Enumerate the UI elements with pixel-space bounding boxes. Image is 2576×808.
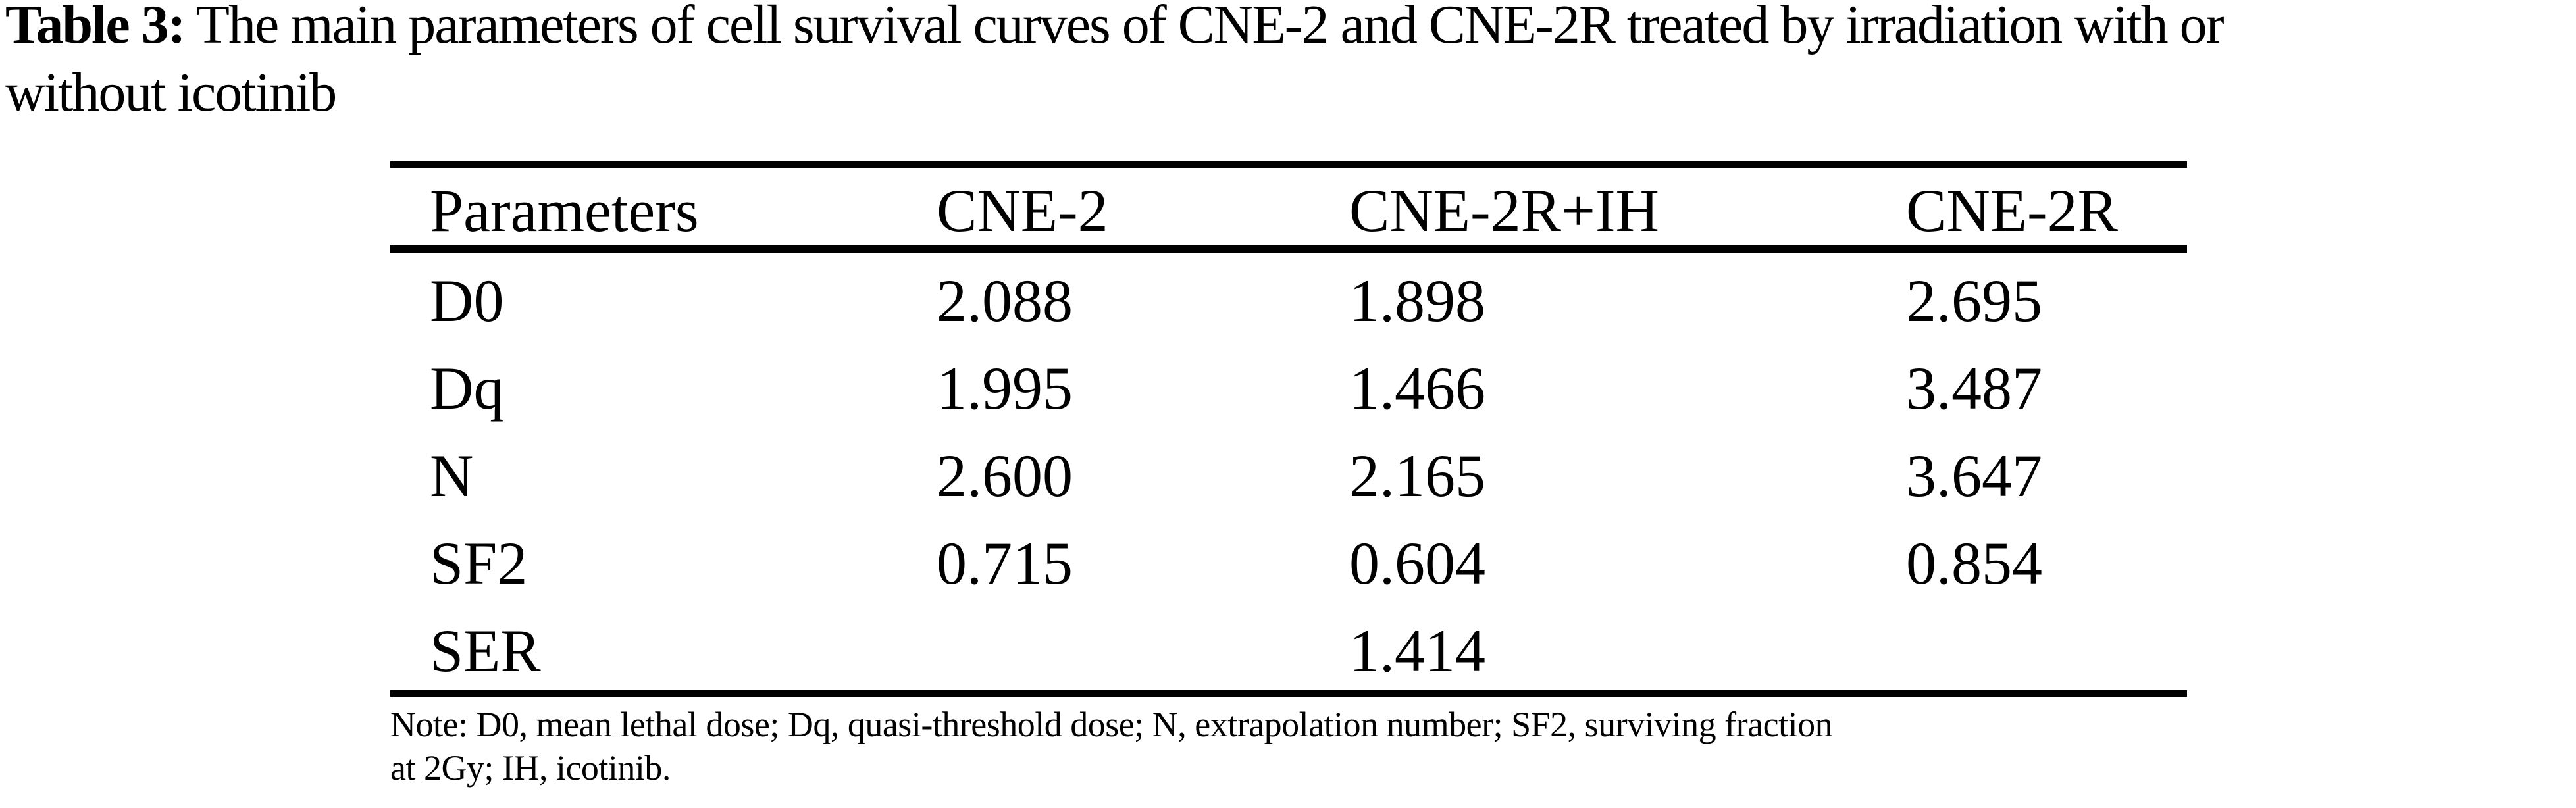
value-cell-cne2r-ih: 1.898 xyxy=(1349,267,1485,334)
value-cell-cne2: 2.088 xyxy=(937,267,1073,334)
value-cell-cne2r: 2.695 xyxy=(1906,267,2042,334)
value-cell-cne2r-ih: 0.604 xyxy=(1349,530,1485,597)
table-row-sf2: SF2 0.715 0.604 0.854 xyxy=(390,515,2187,603)
value-cell-cne2: 2.600 xyxy=(937,442,1073,509)
table-row-d0: D0 2.088 1.898 2.695 xyxy=(390,249,2187,340)
value-cell-cne2: 1.995 xyxy=(937,355,1073,422)
caption-line-2: without icotinib xyxy=(5,62,337,123)
parameters-table: Parameters CNE-2 CNE-2R+IH CNE-2R D0 2.0… xyxy=(390,161,2187,697)
value-cell-cne2r-ih: 1.466 xyxy=(1349,355,1485,422)
value-cell-cne2r-ih: 1.414 xyxy=(1349,617,1485,684)
table-header: Parameters CNE-2 CNE-2R+IH CNE-2R xyxy=(390,164,2187,249)
value-cell-cne2r-ih: 2.165 xyxy=(1349,442,1485,509)
table-row-ser: SER 1.414 xyxy=(390,603,2187,694)
value-cell-cne2 xyxy=(937,603,1349,694)
table-number-label: Table 3: xyxy=(5,0,186,55)
value-cell-cne2r xyxy=(1906,603,2187,694)
param-name-cell: SF2 xyxy=(430,530,528,597)
value-cell-cne2r: 3.647 xyxy=(1906,442,2042,509)
column-header-cne2r: CNE-2R xyxy=(1906,177,2118,244)
footnote-line-1: Note: D0, mean lethal dose; Dq, quasi-th… xyxy=(390,705,1833,744)
column-header-cne2: CNE-2 xyxy=(937,177,1108,244)
header-row: Parameters CNE-2 CNE-2R+IH CNE-2R xyxy=(390,164,2187,249)
table-caption: Table 3: The main parameters of cell surv… xyxy=(5,0,2576,126)
table-row-dq: Dq 1.995 1.466 3.487 xyxy=(390,340,2187,428)
caption-text-line-1: The main parameters of cell survival cur… xyxy=(195,0,2225,55)
caption-line-1: Table 3: The main parameters of cell surv… xyxy=(5,0,2576,59)
column-header-cne2r-ih: CNE-2R+IH xyxy=(1349,177,1659,244)
parameters-table-container: Parameters CNE-2 CNE-2R+IH CNE-2R D0 2.0… xyxy=(390,161,2187,697)
footnote-line-2: at 2Gy; IH, icotinib. xyxy=(390,748,671,788)
param-name-cell: D0 xyxy=(430,267,504,334)
param-name-cell: Dq xyxy=(430,355,504,422)
table-body: D0 2.088 1.898 2.695 Dq 1.995 1.466 3.48… xyxy=(390,249,2187,694)
table-row-n: N 2.600 2.165 3.647 xyxy=(390,428,2187,515)
column-header-parameters: Parameters xyxy=(430,177,699,244)
param-name-cell: N xyxy=(430,442,474,509)
param-name-cell: SER xyxy=(430,617,541,684)
table-footnote: Note: D0, mean lethal dose; Dq, quasi-th… xyxy=(390,703,2207,790)
value-cell-cne2: 0.715 xyxy=(937,530,1073,597)
value-cell-cne2r: 0.854 xyxy=(1906,530,2042,597)
value-cell-cne2r: 3.487 xyxy=(1906,355,2042,422)
